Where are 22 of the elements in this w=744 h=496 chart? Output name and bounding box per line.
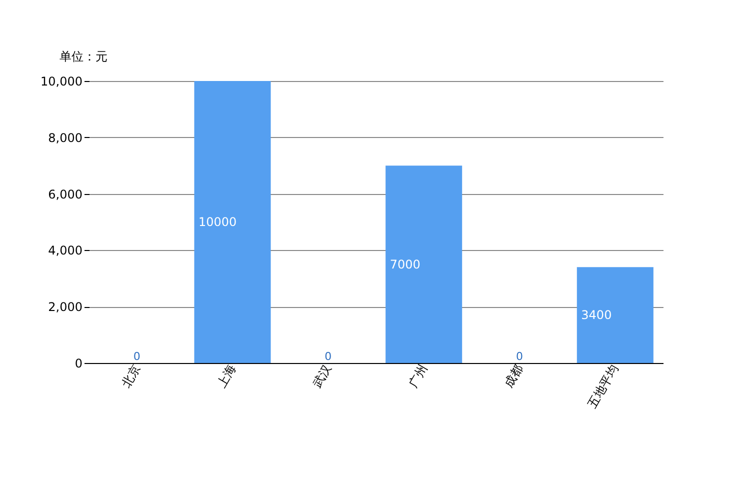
bar (386, 166, 462, 363)
y-tick-label: 2,000 (48, 300, 82, 314)
data-label: 0 (324, 350, 332, 363)
data-label: 10000 (198, 215, 237, 229)
y-tick-label: 10,000 (40, 74, 82, 88)
x-tick-label: 武汉 (310, 362, 334, 390)
y-tick-label: 8,000 (48, 130, 82, 145)
x-tick-label: 北京 (118, 362, 143, 390)
bar (194, 81, 271, 363)
x-tick-label: 上海 (214, 362, 239, 390)
bar (576, 267, 654, 363)
x-tick-label: 广州 (406, 362, 430, 390)
x-tick-label: 成都 (501, 362, 526, 390)
data-label: 7000 (390, 257, 420, 272)
y-tick-label: 4,000 (48, 244, 82, 258)
x-tick-label: 五地平均 (585, 362, 622, 411)
y-tick-label: 0 (74, 356, 82, 370)
y-tick-label: 6,000 (48, 187, 82, 202)
data-label: 0 (133, 350, 140, 363)
data-label: 0 (516, 350, 523, 363)
data-label: 3400 (581, 308, 612, 322)
y-axis-title: 单位：元 (60, 50, 108, 64)
